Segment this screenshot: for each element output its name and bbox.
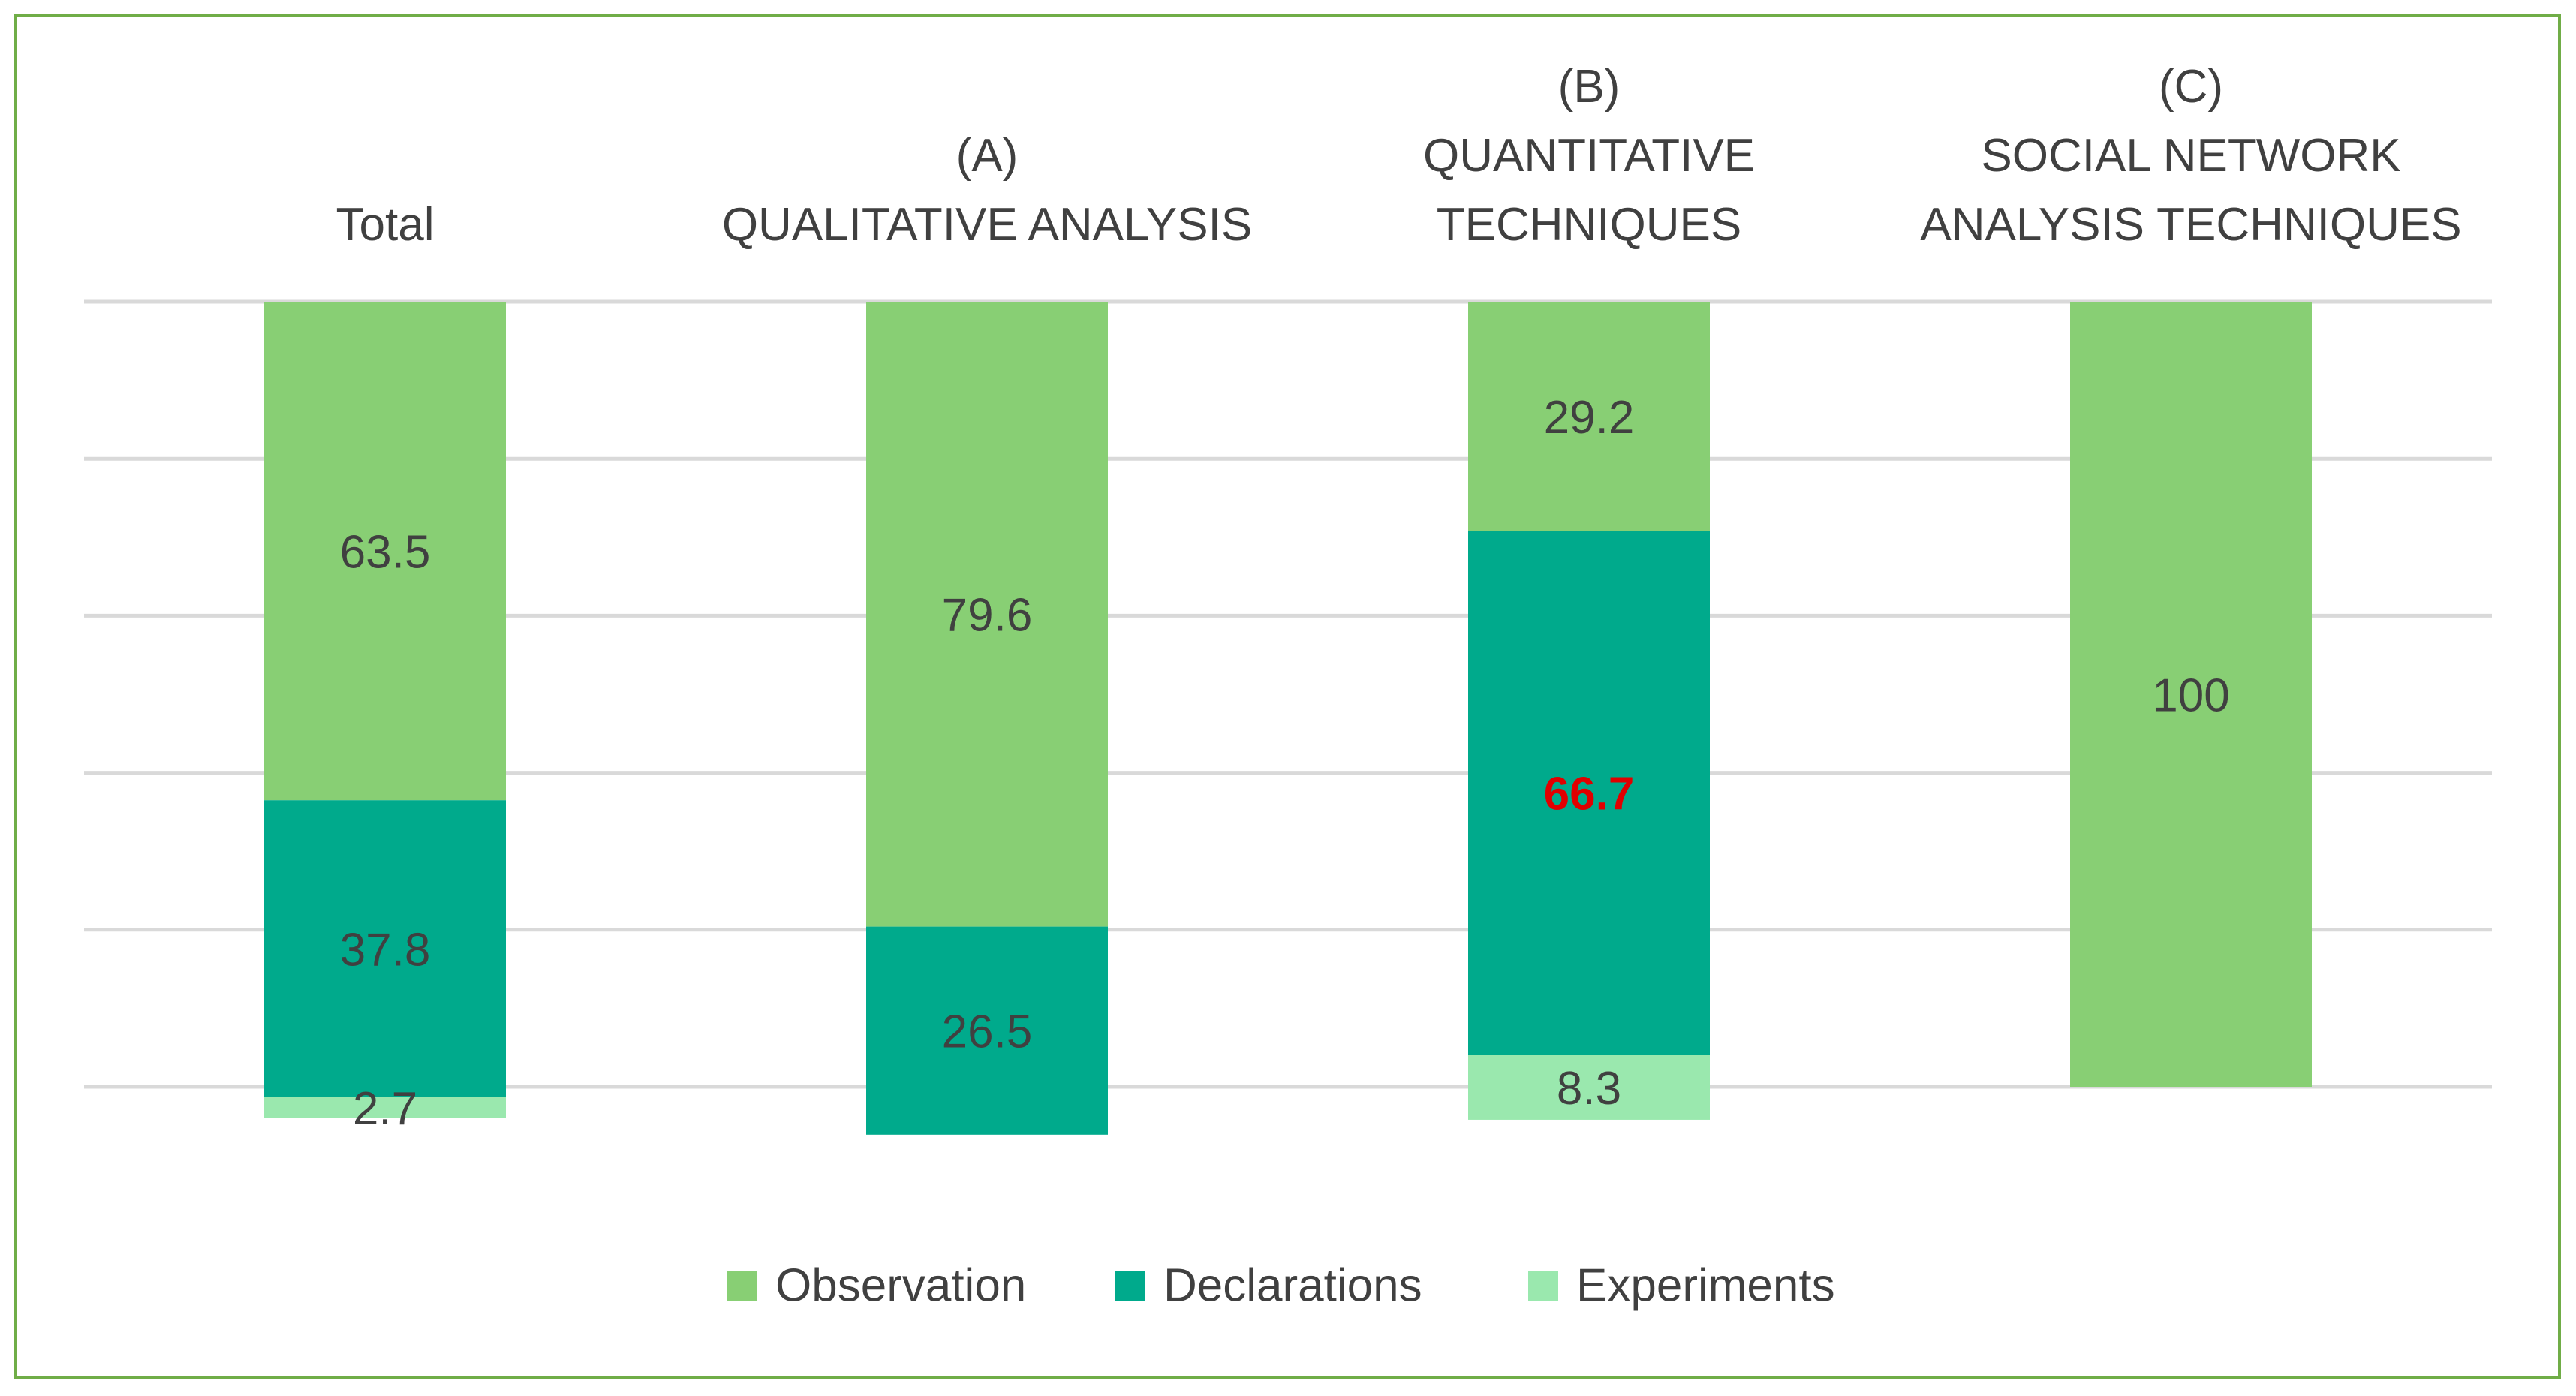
category-label-3: (C) SOCIAL NETWORK ANALYSIS TECHNIQUES [1920, 61, 2461, 251]
data-label-observation-2: 29.2 [1544, 392, 1635, 444]
category-labels: Total (A) QUALITATIVE ANALYSIS (B) QUANTITAT… [336, 61, 2462, 251]
bar-experiments-2 [1468, 1055, 1710, 1120]
data-label-observation-0: 63.5 [340, 526, 431, 578]
bar-declarations-1 [866, 926, 1108, 1135]
category-label-1: (A) QUALITATIVE ANALYSIS [722, 130, 1252, 251]
data-labels: 63.5 37.8 2.7 79.6 26.5 29.2 66.7 8.3 100 [340, 392, 2230, 1135]
legend-label-observation: Observation [775, 1259, 1026, 1311]
data-label-declarations-0: 37.8 [340, 924, 431, 976]
legend-swatch-observation [727, 1271, 757, 1301]
data-label-declarations-2: 66.7 [1544, 769, 1635, 820]
data-label-observation-1: 79.6 [942, 590, 1033, 642]
bar-declarations-0 [264, 800, 506, 1097]
legend: Observation Declarations Experiments [727, 1259, 1835, 1311]
legend-item-declarations: Declarations [1115, 1259, 1422, 1311]
legend-item-experiments: Experiments [1528, 1259, 1835, 1311]
data-label-experiments-0: 2.7 [353, 1083, 417, 1135]
bar-observation-0 [264, 302, 506, 801]
data-label-declarations-1: 26.5 [942, 1006, 1033, 1058]
legend-label-declarations: Declarations [1163, 1259, 1422, 1311]
bars [264, 302, 2312, 1135]
legend-swatch-declarations [1115, 1271, 1145, 1301]
category-label-0: Total [336, 199, 435, 251]
legend-item-observation: Observation [727, 1259, 1026, 1311]
bar-observation-1 [866, 302, 1108, 927]
category-label-2: (B) QUANTITATIVE TECHNIQUES [1423, 61, 1755, 251]
data-label-observation-3: 100 [2152, 669, 2229, 721]
bar-declarations-2 [1468, 531, 1710, 1055]
bar-observation-3 [2070, 302, 2312, 1087]
bar-observation-2 [1468, 302, 1710, 531]
data-label-experiments-2: 8.3 [1557, 1063, 1621, 1115]
bar-experiments-0 [264, 1097, 506, 1118]
legend-swatch-experiments [1528, 1271, 1558, 1301]
legend-label-experiments: Experiments [1576, 1259, 1835, 1311]
